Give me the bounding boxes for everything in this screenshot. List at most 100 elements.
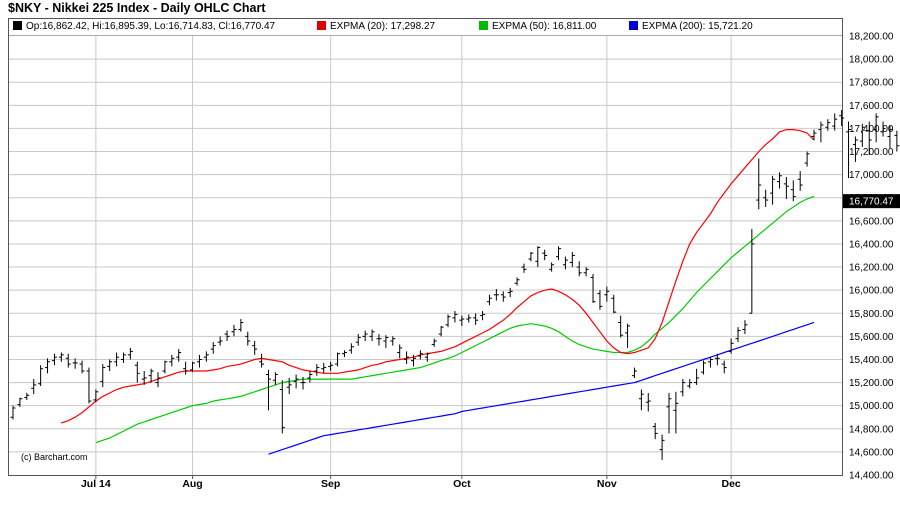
ohlc-bar — [659, 434, 665, 460]
ohlc-bar — [618, 315, 624, 338]
legend-swatch — [479, 21, 488, 30]
ohlc-bar — [597, 290, 603, 310]
ohlc-bar — [65, 353, 71, 368]
ohlc-bar — [452, 310, 458, 323]
y-tick-label: 16,400.00 — [849, 239, 894, 250]
ohlc-bar — [72, 358, 78, 369]
ohlc-bar — [162, 360, 168, 374]
ohlc-bar — [776, 172, 782, 189]
ohlc-bar — [500, 291, 506, 302]
last-price-label: 16,770.47 — [849, 197, 894, 208]
ohlc-bar — [196, 354, 202, 368]
y-tick-label: 18,000.00 — [849, 55, 894, 66]
ohlc-bar — [625, 323, 631, 348]
ohlc-bar — [141, 371, 147, 385]
y-tick-label: 15,000.00 — [849, 401, 894, 412]
ohlc-bar — [79, 360, 85, 374]
ohlc-bar — [38, 365, 44, 387]
ohlc-bar — [335, 352, 341, 367]
ohlc-bar — [852, 136, 858, 162]
y-tick-label: 14,800.00 — [849, 424, 894, 435]
ohlc-bar — [93, 389, 99, 403]
ohlc-bar — [231, 324, 237, 337]
ohlc-bar — [328, 361, 334, 372]
legend-label: EXPMA (50): 16,811.00 — [492, 21, 597, 32]
x-tick-label: Sep — [321, 478, 340, 490]
ohlc-bar — [742, 320, 748, 335]
ohlc-bar — [169, 354, 175, 367]
ohlc-bar — [210, 342, 216, 354]
ohlc-bar — [576, 261, 582, 277]
ohlc-bar — [549, 262, 555, 272]
ohlc-bar — [31, 379, 37, 395]
ohlc-bar — [86, 367, 92, 404]
ohlc-bar — [521, 263, 527, 273]
y-tick-label: 17,000.00 — [849, 170, 894, 181]
legend-swatch — [13, 21, 22, 30]
y-tick-label: 17,600.00 — [849, 101, 894, 112]
ohlc-bar — [783, 176, 789, 199]
ema50-line — [95, 195, 815, 444]
credit-text: (c) Barchart.com — [21, 452, 88, 462]
ohlc-bar — [680, 379, 686, 397]
ohlc-bar — [217, 336, 223, 346]
y-tick-label: 14,600.00 — [849, 447, 894, 458]
ohlc-bar — [486, 294, 492, 306]
ohlc-bar — [445, 314, 451, 328]
ohlc-bar — [155, 372, 161, 388]
ohlc-bar — [114, 352, 120, 367]
ema200-line — [268, 321, 815, 455]
legend-label: EXPMA (20): 17,298.27 — [330, 21, 436, 32]
legend-swatch — [317, 21, 326, 30]
ohlc-bar — [286, 377, 292, 395]
ohlc-bar — [507, 287, 513, 298]
ohlc-bar — [735, 327, 741, 343]
ohlc-bar — [383, 335, 389, 348]
ohlc-bar — [411, 354, 416, 367]
y-tick-label: 17,800.00 — [849, 78, 894, 89]
ohlc-bar — [397, 344, 403, 359]
y-tick-label: 18,200.00 — [849, 32, 894, 43]
y-tick-label: 17,400.00 — [849, 124, 894, 135]
legend: Op:16,862.42, Hi:16,895.39, Lo:16,714.83… — [9, 19, 842, 36]
ohlc-bar — [569, 252, 575, 268]
ohlc-bar — [707, 357, 713, 368]
legend-item-ema20: EXPMA (20): 17,298.27 — [317, 21, 435, 32]
ohlc-bar — [341, 350, 347, 358]
ohlc-bar — [811, 129, 817, 140]
ohlc-bar — [631, 367, 637, 378]
ohlc-bar — [252, 340, 258, 355]
ohlc-bar — [190, 361, 196, 373]
ohlc-bar — [45, 358, 51, 374]
ohlc-bar — [51, 353, 57, 366]
x-tick-label: Aug — [182, 478, 202, 490]
ohlc-bar — [58, 352, 64, 362]
ohlc-bar — [24, 392, 30, 400]
ohlc-bar — [279, 380, 285, 434]
ohlc-bar — [721, 360, 727, 374]
ohlc-bar — [493, 289, 499, 301]
ohlc-bar — [224, 330, 230, 341]
ohlc-bar — [749, 228, 755, 314]
ohlc-bar — [203, 351, 209, 362]
ohlc-bar — [701, 360, 707, 375]
ohlc-bar — [756, 158, 762, 210]
x-tick-label: Oct — [453, 478, 471, 490]
ohlc-bar — [880, 121, 886, 137]
ohlc-bar — [866, 121, 872, 155]
ohlc-bar — [17, 397, 23, 407]
ohlc-bar — [638, 389, 644, 411]
ohlc-bar — [514, 277, 520, 286]
x-tick-label: Nov — [597, 478, 617, 490]
legend-swatch — [629, 21, 638, 30]
ohlc-bar — [259, 353, 265, 368]
ohlc-bar — [293, 374, 299, 389]
ohlc-bar — [362, 330, 368, 341]
ohlc-bar — [645, 392, 651, 412]
ohlc-bar — [556, 246, 562, 261]
ohlc-bar — [438, 325, 444, 337]
ohlc-bar — [859, 123, 865, 147]
ohlc-bar — [542, 249, 548, 261]
ohlc-bar — [148, 368, 154, 383]
